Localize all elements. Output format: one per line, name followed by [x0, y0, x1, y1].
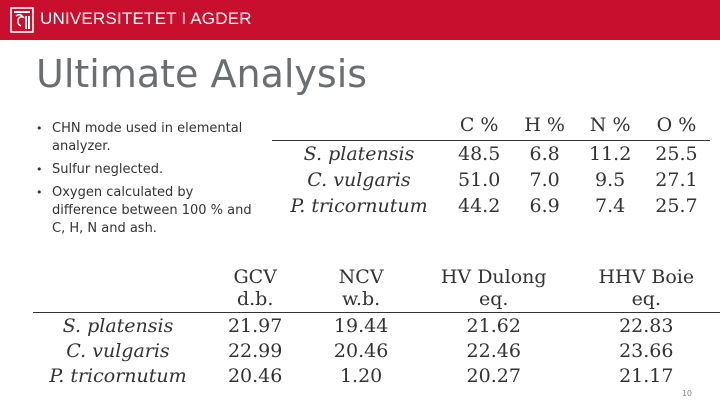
table-header-cell: O % [656, 114, 697, 136]
value-cell: 51.0 [458, 169, 501, 191]
value-cell: 6.8 [529, 143, 560, 165]
value-cell: 22.46 [466, 339, 521, 362]
value-cell: 7.0 [529, 169, 560, 191]
table-row: P. tricornutum 44.2 6.9 7.4 25.7 [272, 193, 710, 219]
value-cell: 6.9 [529, 195, 560, 217]
table-header-cell: HV Dulong eq. [440, 266, 547, 310]
value-cell: 21.97 [227, 314, 283, 337]
value-cell: 9.5 [595, 169, 626, 191]
value-cell: 20.46 [227, 364, 283, 387]
species-cell: P. tricornutum [290, 195, 428, 217]
value-cell: 11.2 [588, 143, 632, 165]
page-number: 10 [681, 389, 692, 398]
value-cell: 1.20 [339, 364, 383, 387]
species-cell: C. vulgaris [307, 169, 411, 191]
heating-value-table: GCV d.b. NCV w.b. HV Dulong eq. HHV Boie… [33, 266, 720, 388]
species-cell: C. vulgaris [66, 339, 170, 362]
value-cell: 22.83 [619, 314, 674, 337]
value-cell: 20.46 [333, 339, 389, 362]
value-cell: 20.27 [466, 364, 521, 387]
value-cell: 25.5 [655, 143, 698, 165]
table-header-cell: C % [459, 114, 499, 136]
value-cell: 21.62 [466, 314, 521, 337]
table-header-cell: N % [589, 114, 631, 136]
bullet-item: Oxygen calculated by difference between … [36, 184, 261, 238]
value-cell: 22.99 [227, 339, 283, 362]
value-cell: 19.44 [333, 314, 389, 337]
table-header-cell: NCV w.b. [338, 266, 384, 310]
bullet-list: CHN mode used in elemental analyzer. Sul… [36, 120, 261, 243]
table-header-cell: GCV d.b. [233, 266, 277, 310]
table-header-cell [272, 112, 446, 141]
header-bar: UNIVERSITETET I AGDER [0, 0, 720, 40]
table-row: S. platensis 48.5 6.8 11.2 25.5 [272, 141, 710, 168]
value-cell: 21.17 [619, 364, 674, 387]
value-cell: 23.66 [619, 339, 674, 362]
table-row: C. vulgaris 22.99 20.46 22.46 23.66 [33, 338, 720, 363]
table-row: S. platensis 21.97 19.44 21.62 22.83 [33, 313, 720, 339]
value-cell: 7.4 [595, 195, 626, 217]
species-cell: S. platensis [303, 143, 415, 165]
bullet-item: CHN mode used in elemental analyzer. [36, 120, 261, 156]
table-row: P. tricornutum 20.46 1.20 20.27 21.17 [33, 363, 720, 388]
table-header-cell: HHV Boie eq. [598, 266, 695, 310]
value-cell: 27.1 [655, 169, 698, 191]
elemental-composition-table: C % H % N % O % S. platensis 48.5 6.8 11… [272, 112, 710, 219]
table-header-row: GCV d.b. NCV w.b. HV Dulong eq. HHV Boie… [33, 266, 720, 313]
species-cell: S. platensis [62, 314, 174, 337]
table-row: C. vulgaris 51.0 7.0 9.5 27.1 [272, 167, 710, 193]
table-header-cell [33, 266, 203, 313]
species-cell: P. tricornutum [49, 364, 187, 387]
brand-name: UNIVERSITETET I AGDER [40, 9, 252, 28]
slide-title: Ultimate Analysis [36, 52, 368, 96]
table-header-row: C % H % N % O % [272, 112, 710, 141]
bullet-item: Sulfur neglected. [36, 161, 261, 179]
value-cell: 44.2 [458, 195, 501, 217]
table-header-cell: H % [524, 114, 565, 136]
university-logo-icon [10, 7, 34, 33]
value-cell: 25.7 [655, 195, 698, 217]
value-cell: 48.5 [458, 143, 501, 165]
